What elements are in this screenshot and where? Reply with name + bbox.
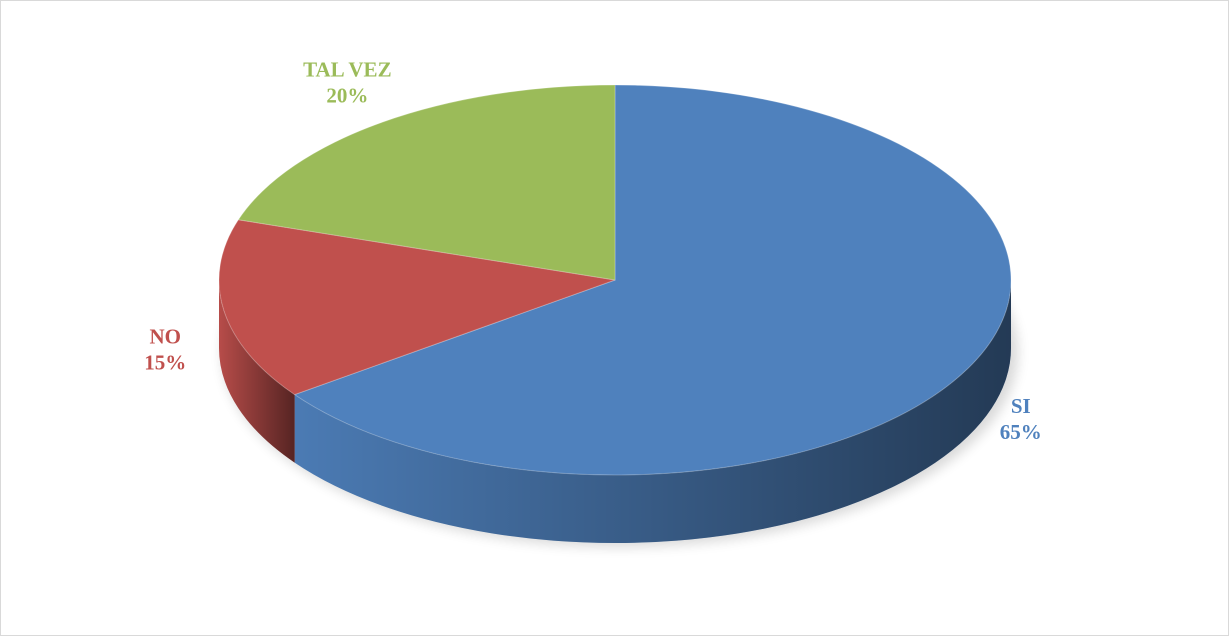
data-label-value: 20% [326, 84, 368, 108]
pie-slice [293, 84, 1012, 476]
pie-slice [218, 219, 616, 396]
pie-slice [237, 84, 616, 281]
side-shade [294, 280, 1011, 543]
data-label-category: TAL VEZ [303, 58, 392, 82]
data-label-category: NO [149, 324, 181, 348]
data-label-value: 65% [1000, 420, 1042, 444]
data-label-value: 15% [144, 350, 186, 374]
side-shade [219, 280, 295, 463]
data-label-category: SI [1011, 394, 1031, 418]
